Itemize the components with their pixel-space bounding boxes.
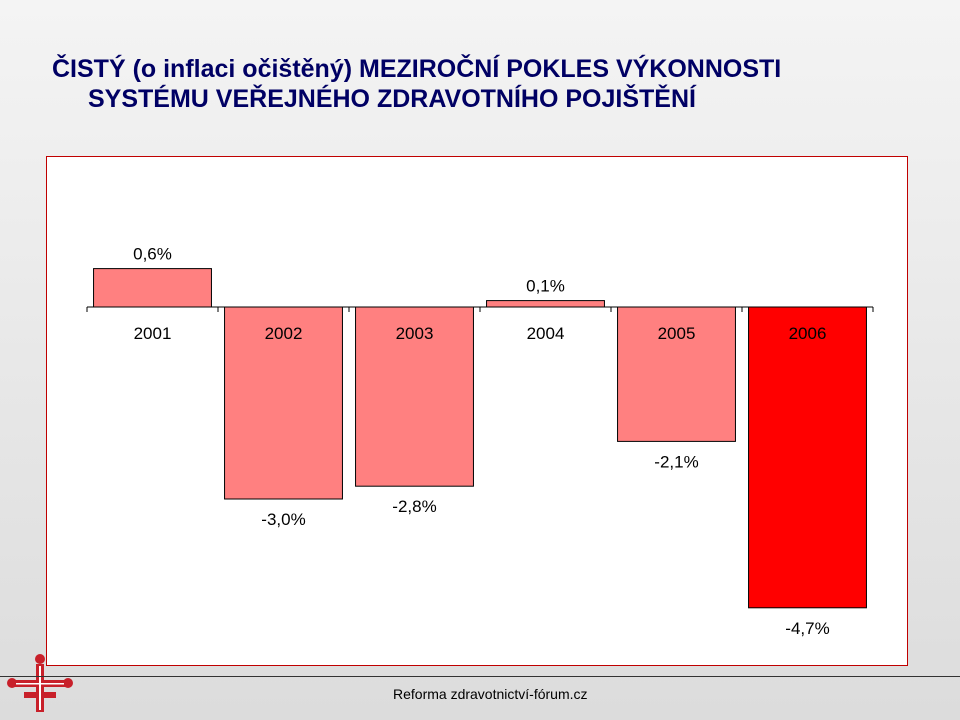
tick-label-2002: 2002 xyxy=(265,324,303,343)
footer-source: Reforma zdravotnictví-fórum.cz xyxy=(393,686,588,702)
slide-title-line-1: ČISTÝ (o inflaci očištěný) MEZIROČNÍ POK… xyxy=(52,55,782,83)
footer-divider xyxy=(0,676,960,677)
slide-title-line-2: SYSTÉMU VEŘEJNÉHO ZDRAVOTNÍHO POJIŠTĚNÍ xyxy=(88,85,696,113)
logo-icon xyxy=(7,654,73,712)
data-label-2003: -2,8% xyxy=(392,497,436,516)
bar-2005 xyxy=(617,306,736,442)
bar-2006 xyxy=(748,306,867,609)
data-label-2001: 0,6% xyxy=(133,245,172,264)
chart-frame: 2001 0,6% 2002 -3,0% 2003 -2,8% 2004 0,1% 2005 -2… xyxy=(46,156,908,666)
slide-title: ČISTÝ (o inflaci očištěný) MEZIROČNÍ POK… xyxy=(52,54,932,114)
bar-2001 xyxy=(93,268,212,308)
tick-label-2004: 2004 xyxy=(527,324,565,343)
bar-2002 xyxy=(224,306,343,500)
data-label-2005: -2,1% xyxy=(654,452,698,471)
tick-label-2003: 2003 xyxy=(396,324,434,343)
bar-2004 xyxy=(486,300,605,308)
bar-2003 xyxy=(355,306,474,487)
data-label-2004: 0,1% xyxy=(526,277,565,296)
tick-label-2005: 2005 xyxy=(658,324,696,343)
data-label-2006: -4,7% xyxy=(785,619,829,638)
data-label-2002: -3,0% xyxy=(261,510,305,529)
bar-chart: 2001 0,6% 2002 -3,0% 2003 -2,8% 2004 0,1% 2005 -2… xyxy=(86,245,874,638)
tick-label-2006: 2006 xyxy=(789,324,827,343)
tick-label-2001: 2001 xyxy=(134,324,172,343)
